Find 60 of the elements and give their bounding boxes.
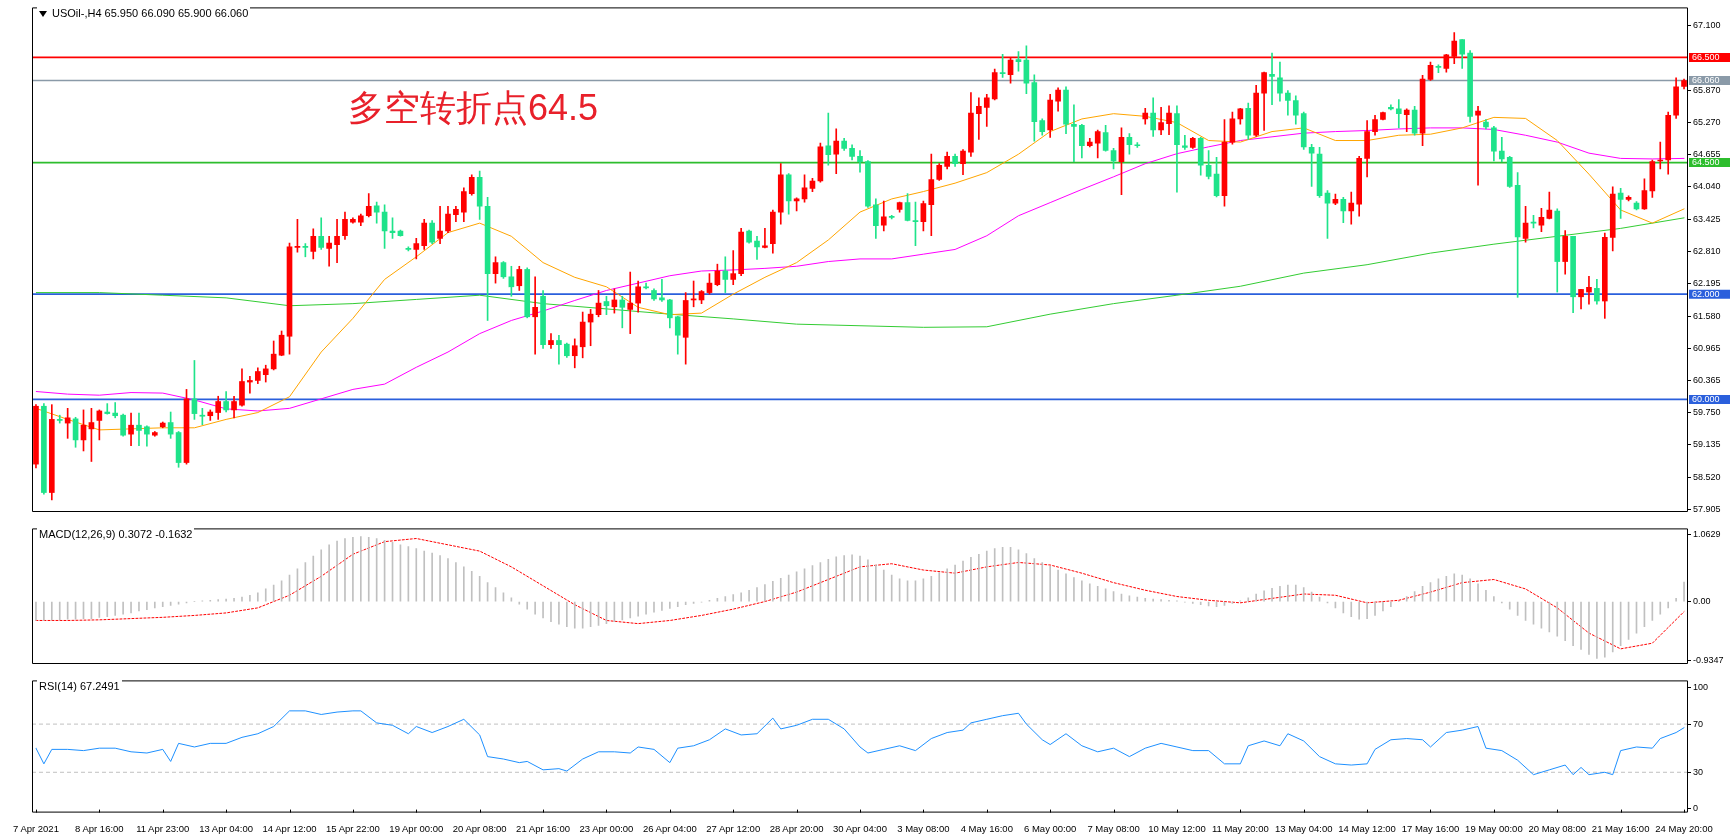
y-tick-label: 65.270 xyxy=(1693,116,1721,127)
x-tick-label: 20 Apr 08:00 xyxy=(452,822,507,834)
x-tick-label: 7 Apr 2021 xyxy=(12,822,59,834)
x-tick-label: 30 Apr 04:00 xyxy=(833,822,887,834)
y-tick-label: 67.100 xyxy=(1693,20,1721,31)
y-tick-label: 64.040 xyxy=(1693,181,1721,192)
y-tick-label: 0.00 xyxy=(1693,596,1711,607)
x-tick-label: 7 May 08:00 xyxy=(1087,822,1140,834)
y-tick-label: 70 xyxy=(1693,718,1704,729)
y-tick-label: 62.810 xyxy=(1693,246,1721,257)
ref-line-label: 60.000 xyxy=(1692,393,1720,404)
y-tick-label: 58.520 xyxy=(1693,471,1721,482)
x-tick-label: 28 Apr 20:00 xyxy=(769,822,824,834)
x-tick-label: 19 Apr 00:00 xyxy=(389,822,444,834)
x-tick-label: 3 May 08:00 xyxy=(897,822,950,834)
x-tick-label: 21 Apr 16:00 xyxy=(516,822,571,834)
y-tick-label: 30 xyxy=(1693,766,1704,777)
chart-title: MACD(12,26,9) 0.3072 -0.1632 xyxy=(39,528,193,541)
y-tick-label: 57.905 xyxy=(1693,504,1721,515)
y-tick-label: 60.365 xyxy=(1693,374,1721,385)
y-tick-label: -0.9347 xyxy=(1693,655,1724,665)
ref-line-label: 66.500 xyxy=(1692,51,1720,62)
y-tick-label: 61.580 xyxy=(1693,310,1721,321)
y-tick-label: 1.0629 xyxy=(1693,529,1721,540)
y-tick-label: 0 xyxy=(1693,802,1699,813)
x-tick-label: 6 May 00:00 xyxy=(1024,822,1077,834)
x-tick-label: 27 Apr 12:00 xyxy=(706,822,761,834)
x-tick-label: 21 May 16:00 xyxy=(1591,822,1650,834)
x-tick-label: 14 May 12:00 xyxy=(1338,822,1396,834)
y-tick-label: 65.870 xyxy=(1693,85,1721,96)
candlestick xyxy=(1182,134,1188,150)
x-tick-label: 19 May 00:00 xyxy=(1465,822,1523,834)
x-tick-label: 8 Apr 16:00 xyxy=(75,822,124,834)
x-tick-label: 23 Apr 00:00 xyxy=(579,822,634,834)
annotation: 多空转折点64.5 xyxy=(348,86,599,130)
y-tick-label: 60.965 xyxy=(1693,343,1721,354)
x-tick-label: 10 May 12:00 xyxy=(1148,822,1206,834)
y-tick-label: 100 xyxy=(1693,682,1709,693)
y-tick-label: 63.425 xyxy=(1693,213,1721,224)
x-tick-label: 26 Apr 04:00 xyxy=(642,822,697,834)
x-tick-label: 14 Apr 12:00 xyxy=(262,822,317,834)
ref-line-label: 62.000 xyxy=(1692,288,1720,299)
x-tick-label: 24 May 20:00 xyxy=(1655,822,1713,834)
y-tick-label: 62.195 xyxy=(1693,278,1721,289)
ref-line-label: 64.500 xyxy=(1692,157,1720,168)
y-tick-label: 59.750 xyxy=(1693,407,1721,418)
x-tick-label: 15 Apr 22:00 xyxy=(325,822,380,834)
x-tick-label: 4 May 16:00 xyxy=(960,822,1013,834)
x-tick-label: 13 Apr 04:00 xyxy=(199,822,254,834)
x-tick-label: 20 May 08:00 xyxy=(1528,822,1587,834)
candlestick xyxy=(762,228,768,249)
y-tick-label: 59.135 xyxy=(1693,439,1721,450)
x-tick-label: 11 Apr 23:00 xyxy=(136,822,190,834)
x-tick-label: 13 May 04:00 xyxy=(1274,822,1333,834)
chart-title: RSI(14) 67.2491 xyxy=(39,680,120,693)
y-tick-label: 64.655 xyxy=(1693,148,1721,159)
x-tick-label: 17 May 16:00 xyxy=(1401,822,1460,834)
chart-title: USOil-,H4 65.950 66.090 65.900 66.060 xyxy=(52,7,249,20)
x-tick-label: 11 May 20:00 xyxy=(1211,822,1269,834)
ref-line-label: 66.060 xyxy=(1692,75,1720,86)
